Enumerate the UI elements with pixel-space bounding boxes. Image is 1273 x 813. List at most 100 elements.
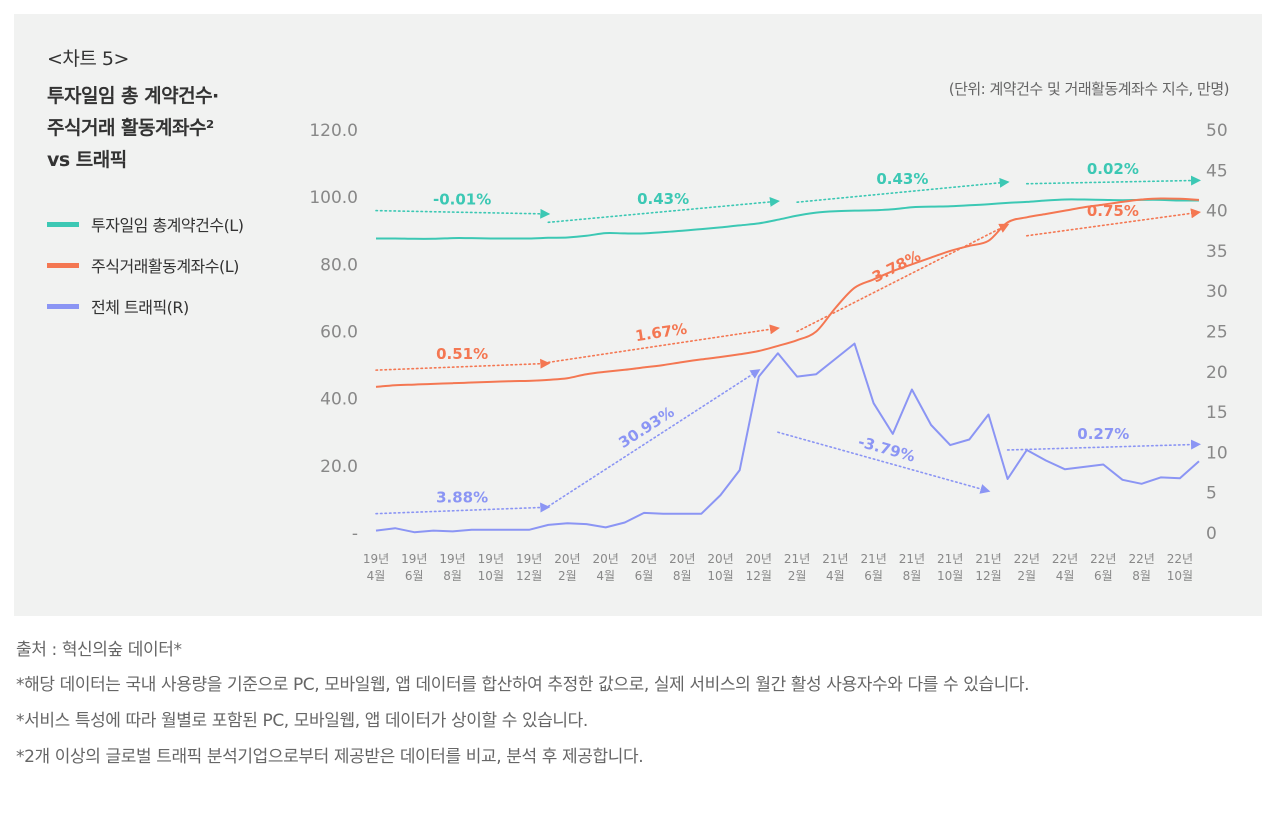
y-right-tick-label: 25 — [1206, 323, 1228, 343]
x-tick-month: 4월 — [826, 569, 845, 583]
trend-arrow — [375, 358, 551, 371]
trend-label: -0.01% — [433, 190, 491, 208]
legend-label: 주식거래활동계좌수(L) — [91, 257, 239, 276]
x-tick-month: 2월 — [558, 569, 577, 583]
x-tick-year: 20년 — [554, 552, 580, 566]
trend-label: 30.93% — [615, 403, 677, 452]
y-left-tick-label: 100.0 — [309, 188, 358, 208]
x-tick-year: 19년 — [363, 552, 389, 566]
x-tick-year: 20년 — [631, 552, 657, 566]
footnote: *해당 데이터는 국내 사용량을 기준으로 PC, 모바일웹, 앱 데이터를 합… — [16, 675, 1030, 695]
x-tick-year: 21년 — [975, 552, 1001, 566]
trend-arrow — [1025, 208, 1202, 237]
x-tick-month: 4월 — [367, 569, 386, 583]
x-tick-month: 12월 — [516, 569, 542, 583]
trend-label: 0.75% — [1087, 202, 1139, 220]
x-tick-month: 8월 — [903, 569, 922, 583]
x-tick-year: 19년 — [478, 552, 504, 566]
legend-swatch — [47, 303, 79, 309]
chart-title-line: 투자일임 총 계약건수· — [47, 85, 219, 107]
x-tick-month: 2월 — [1017, 569, 1036, 583]
trend-label: 3.88% — [436, 488, 488, 506]
y-right-tick-label: 45 — [1206, 161, 1228, 181]
y-right-tick-label: 0 — [1206, 524, 1217, 544]
series-line — [375, 198, 1200, 240]
x-tick-year: 21년 — [784, 552, 810, 566]
trend-label: 0.51% — [436, 345, 488, 363]
x-tick-month: 10월 — [478, 569, 504, 583]
x-tick-month: 10월 — [1167, 569, 1193, 583]
series-line — [375, 197, 1200, 388]
source-note: 출처 : 혁신의숲 데이터* — [16, 640, 182, 660]
legend-item: 전체 트래픽(R) — [47, 296, 243, 317]
chart-title: 투자일임 총 계약건수· 주식거래 활동계좌수² vs 트래픽 — [47, 80, 297, 176]
trend-arrow — [375, 208, 551, 219]
x-tick-year: 21년 — [822, 552, 848, 566]
y-right-tick-label: 5 — [1206, 484, 1217, 504]
x-tick-month: 4월 — [596, 569, 615, 583]
legend-swatch — [47, 262, 79, 268]
y-left-tick-label: 40.0 — [320, 390, 358, 410]
x-tick-month: 10월 — [937, 569, 963, 583]
x-tick-month: 6월 — [635, 569, 654, 583]
legend-item: 투자일임 총계약건수(L) — [47, 214, 244, 235]
x-tick-month: 2월 — [788, 569, 807, 583]
x-tick-month: 12월 — [975, 569, 1001, 583]
y-left-tick-label: 60.0 — [320, 323, 358, 343]
trend-arrow — [547, 369, 761, 508]
chart-legend: 투자일임 총계약건수(L) 주식거래활동계좌수(L) 전체 트래픽(R) — [47, 214, 244, 337]
y-right-tick-label: 30 — [1206, 282, 1228, 302]
trend-arrow — [796, 177, 1010, 204]
x-tick-month: 8월 — [673, 569, 692, 583]
trend-arrow — [796, 223, 1010, 333]
trend-arrow — [777, 431, 991, 494]
y-right-tick-label: 40 — [1206, 202, 1228, 222]
x-tick-month: 10월 — [707, 569, 733, 583]
x-tick-year: 20년 — [593, 552, 619, 566]
y-right-tick-label: 15 — [1206, 403, 1228, 423]
chart-number-label: <차트 5> — [47, 48, 129, 70]
trend-label: 3.78% — [869, 247, 924, 287]
trend-arrow — [547, 324, 780, 364]
y-left-tick-label: 120.0 — [309, 121, 358, 141]
chart-title-line: vs 트래픽 — [47, 149, 127, 171]
trend-label: 0.43% — [637, 190, 689, 208]
y-right-tick-label: 50 — [1206, 121, 1228, 141]
trend-label: 1.67% — [634, 320, 688, 345]
trend-arrow — [1006, 439, 1202, 451]
y-right-tick-label: 20 — [1206, 363, 1228, 383]
x-tick-year: 19년 — [401, 552, 427, 566]
x-tick-month: 6월 — [1094, 569, 1113, 583]
legend-swatch — [47, 221, 79, 227]
trend-arrow — [1025, 175, 1202, 186]
x-tick-year: 22년 — [1052, 552, 1078, 566]
x-tick-year: 20년 — [746, 552, 772, 566]
y-right-tick-label: 35 — [1206, 242, 1228, 262]
x-tick-year: 22년 — [1014, 552, 1040, 566]
x-tick-year: 20년 — [669, 552, 695, 566]
y-left-tick-label: - — [352, 524, 358, 544]
x-tick-month: 6월 — [405, 569, 424, 583]
x-tick-year: 19년 — [516, 552, 542, 566]
trend-label: 0.27% — [1077, 425, 1129, 443]
trend-arrow — [375, 502, 551, 515]
x-tick-month: 8월 — [1132, 569, 1151, 583]
x-tick-year: 22년 — [1090, 552, 1116, 566]
chart-title-line: 주식거래 활동계좌수² — [47, 117, 214, 139]
y-right-tick-label: 10 — [1206, 443, 1228, 463]
x-tick-month: 4월 — [1056, 569, 1075, 583]
x-tick-year: 20년 — [707, 552, 733, 566]
trend-label: 0.02% — [1087, 160, 1139, 178]
unit-label: (단위: 계약건수 및 거래활동계좌수 지수, 만명) — [948, 80, 1230, 98]
x-tick-month: 8월 — [443, 569, 462, 583]
x-tick-month: 12월 — [746, 569, 772, 583]
footnotes: 출처 : 혁신의숲 데이터* *해당 데이터는 국내 사용량을 기준으로 PC,… — [16, 636, 1256, 779]
x-tick-year: 21년 — [899, 552, 925, 566]
trend-label: -3.79% — [856, 433, 917, 466]
footnote: *서비스 특성에 따라 월별로 포함된 PC, 모바일웹, 앱 데이터가 상이할… — [16, 711, 588, 731]
legend-label: 전체 트래픽(R) — [91, 298, 189, 317]
x-tick-year: 19년 — [439, 552, 465, 566]
x-tick-month: 6월 — [864, 569, 883, 583]
x-tick-year: 22년 — [1128, 552, 1154, 566]
